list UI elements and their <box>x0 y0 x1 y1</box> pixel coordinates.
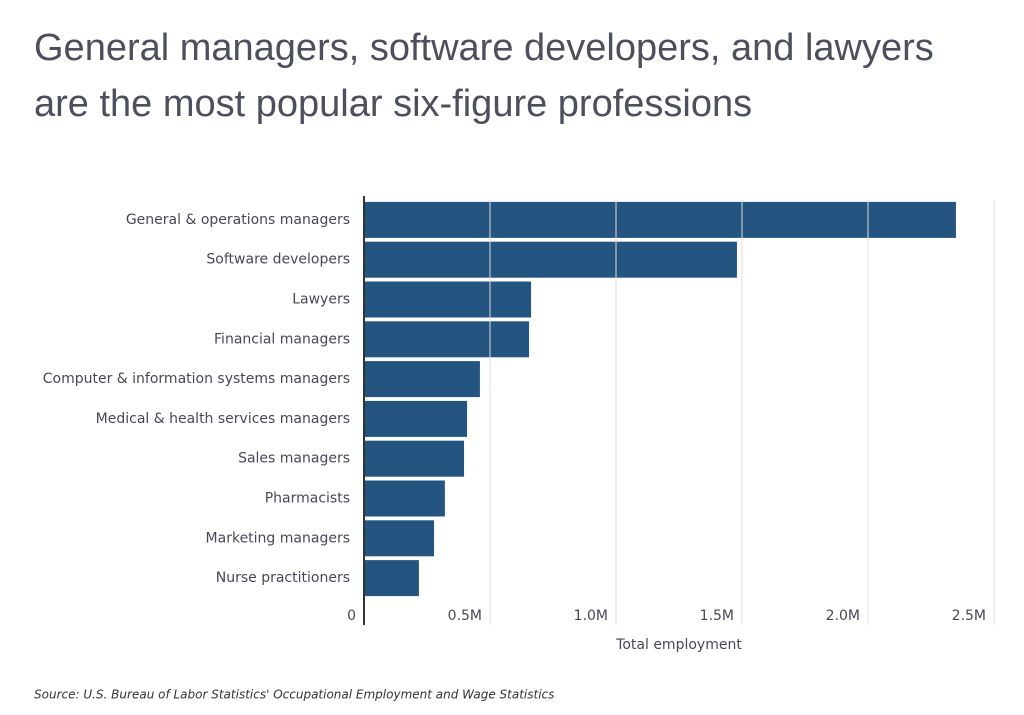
y-tick-label: Marketing managers <box>206 530 350 546</box>
chart-title-line: are the most popular six-figure professi… <box>34 83 752 125</box>
x-tick-label: 1.5M <box>700 608 734 624</box>
y-tick-label: Medical & health services managers <box>96 411 350 427</box>
y-tick-label: Pharmacists <box>265 491 350 507</box>
x-tick-label: 0.5M <box>448 608 482 624</box>
y-tick-label: Software developers <box>206 252 350 268</box>
bar <box>364 480 445 517</box>
x-tick-label: 2.5M <box>952 608 986 624</box>
y-tick-label: Nurse practitioners <box>216 570 350 586</box>
bar <box>364 321 530 358</box>
bar <box>364 361 480 398</box>
bar <box>364 520 435 557</box>
bar <box>364 400 468 437</box>
source-note: Source: U.S. Bureau of Labor Statistics'… <box>34 688 554 702</box>
x-axis-title: Total employment <box>615 637 742 653</box>
bar <box>364 560 419 597</box>
y-tick-label: Sales managers <box>238 451 350 467</box>
bar <box>364 241 737 278</box>
bar <box>364 440 465 477</box>
y-tick-label: General & operations managers <box>126 212 350 228</box>
x-tick-label: 0 <box>347 608 356 624</box>
y-tick-label: Financial managers <box>214 331 350 347</box>
x-tick-label: 2.0M <box>826 608 860 624</box>
chart-title-line: General managers, software developers, a… <box>34 27 934 69</box>
x-tick-label: 1.0M <box>574 608 608 624</box>
y-tick-label: Lawyers <box>292 292 350 308</box>
bar <box>364 281 532 318</box>
bar <box>364 201 956 238</box>
y-tick-label: Computer & information systems managers <box>43 371 350 387</box>
